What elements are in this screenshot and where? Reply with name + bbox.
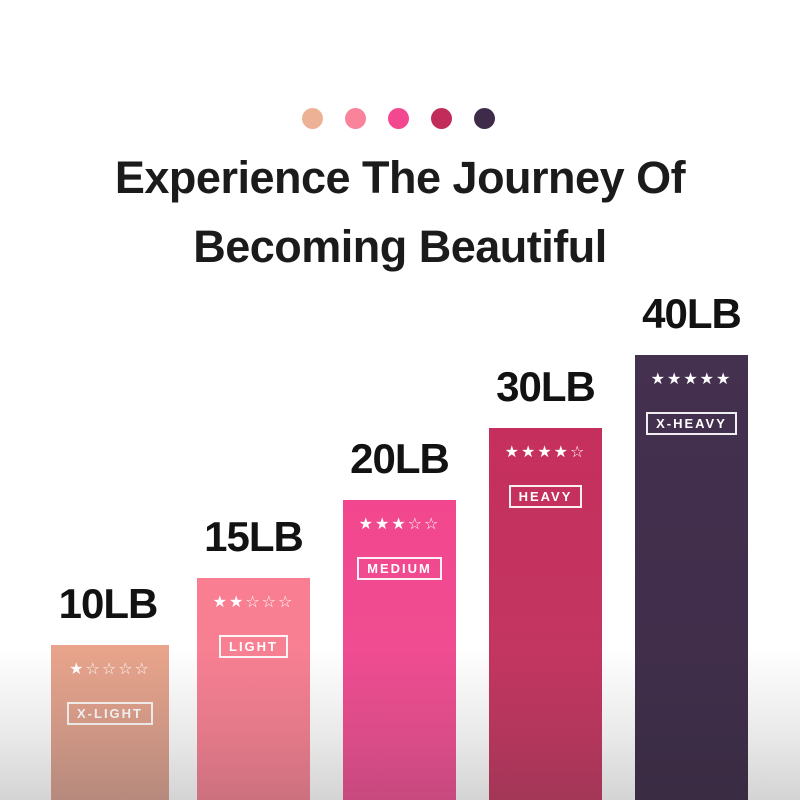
star-rating: ★★★★★ — [650, 369, 733, 388]
title-line-1: Experience The Journey Of — [114, 152, 686, 203]
palette-dot-light — [344, 108, 366, 129]
grade-badge: X-LIGHT — [67, 702, 153, 725]
bar-x-heavy: ★★★★★ X-HEAVY — [635, 355, 748, 800]
grade-badge: MEDIUM — [357, 557, 442, 580]
star-rating: ★★★☆☆ — [358, 514, 441, 533]
bar-light: ★★☆☆☆ LIGHT — [197, 578, 310, 800]
bar-medium: ★★★☆☆ MEDIUM — [343, 500, 456, 800]
grade-badge: LIGHT — [219, 635, 288, 658]
title-line-2: Becoming Beautiful — [193, 221, 607, 272]
bar-value-label-30lb: 30LB — [496, 363, 596, 410]
palette-dot-x-light — [301, 108, 323, 129]
star-rating: ★★☆☆☆ — [212, 592, 295, 611]
page-title: Experience The Journey Of Becoming Beaut… — [0, 143, 800, 281]
bar-value-label-10lb: 10LB — [58, 580, 159, 627]
bar-x-light: ★☆☆☆☆ X-LIGHT — [51, 645, 169, 800]
grade-badge: HEAVY — [508, 485, 583, 508]
palette-dot-medium — [387, 108, 409, 129]
color-palette-row — [0, 108, 796, 129]
bar-value-label-15lb: 15LB — [204, 513, 304, 560]
star-rating: ★☆☆☆☆ — [69, 659, 151, 678]
star-rating: ★★★★☆ — [504, 442, 587, 461]
grade-badge: X-HEAVY — [646, 412, 737, 435]
bar-value-label-40lb: 40LB — [642, 290, 742, 337]
palette-dot-heavy — [430, 108, 452, 129]
bar-heavy: ★★★★☆ HEAVY — [489, 428, 602, 800]
bar-value-label-20lb: 20LB — [350, 435, 450, 482]
palette-dot-x-heavy — [473, 108, 495, 129]
